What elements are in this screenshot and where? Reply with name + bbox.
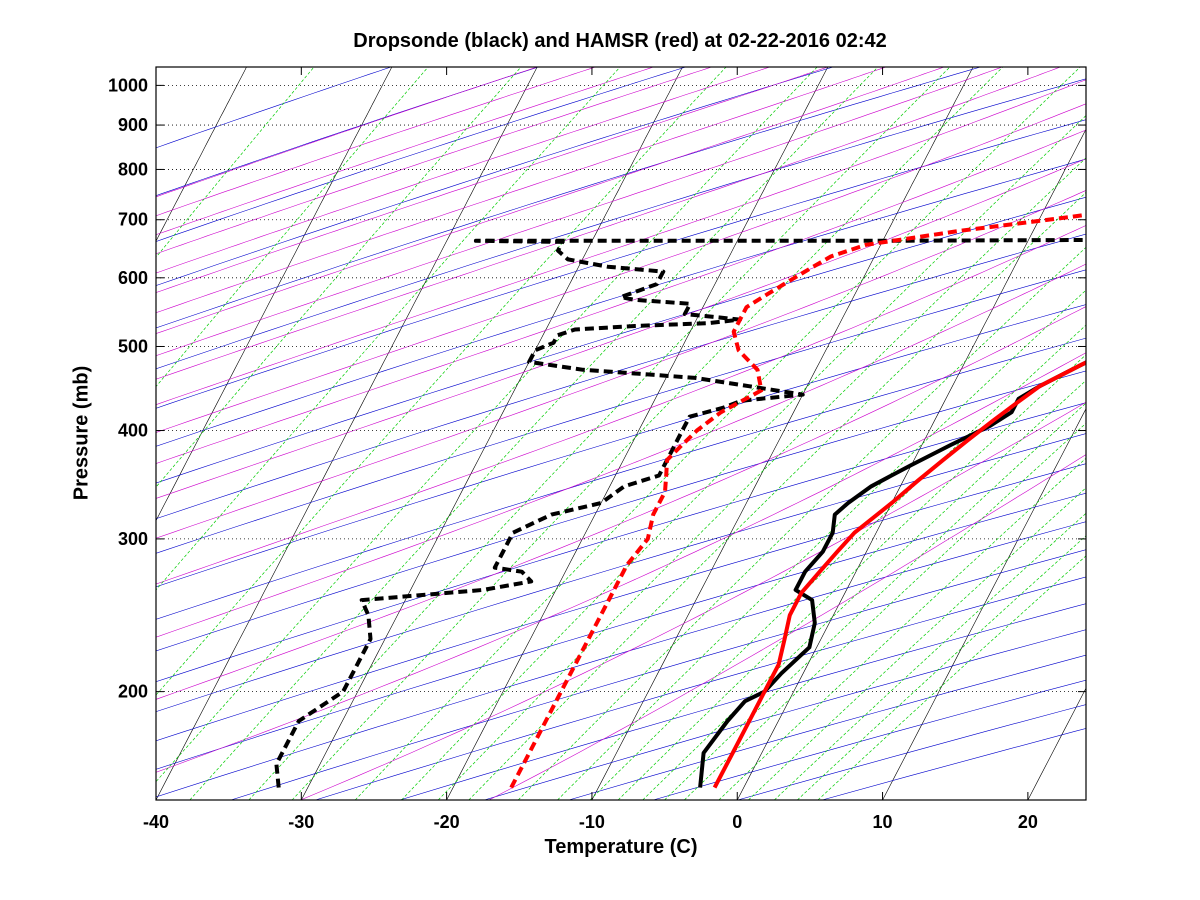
y-tick-label: 400	[118, 421, 148, 441]
y-tick-label: 900	[118, 115, 148, 135]
moist-adiabat-line	[156, 352, 1086, 773]
hamsr-dewpoint-line	[509, 212, 1086, 789]
dry-adiabat-line	[156, 433, 1086, 712]
mixing-ratio-line	[557, 289, 1086, 800]
x-tick-label: 20	[1018, 812, 1038, 832]
mixing-ratio-line	[156, 67, 727, 696]
x-tick-label: -30	[288, 812, 314, 832]
dropsonde-temperature-line	[698, 360, 1086, 788]
x-tick-label: -10	[579, 812, 605, 832]
hamsr-temperature-line	[712, 360, 1086, 789]
y-tick-label: 700	[118, 210, 148, 230]
moist-adiabat-line	[156, 158, 1086, 499]
mixing-ratio-line	[189, 67, 879, 800]
chart-title: Dropsonde (black) and HAMSR (red) at 02-…	[353, 30, 887, 52]
dry-adiabat-line	[156, 402, 1086, 683]
y-tick-label: 500	[118, 336, 148, 356]
moist-adiabat-line	[156, 67, 654, 236]
mixing-ratio-line	[156, 67, 522, 488]
x-tick-label: 0	[732, 812, 742, 832]
mixing-ratio-line	[642, 379, 1086, 800]
y-axis-label: Pressure (mb)	[70, 365, 93, 501]
moist-adiabat-line	[156, 67, 945, 334]
y-tick-label: 200	[118, 682, 148, 702]
moist-adiabat-line	[156, 79, 1086, 405]
mixing-ratio-line	[156, 67, 621, 591]
moist-adiabat-line	[156, 67, 886, 314]
moist-adiabat-line	[156, 67, 1061, 380]
y-tick-label: 300	[118, 529, 148, 549]
moist-adiabat-line	[156, 67, 770, 274]
moist-adiabat-line	[156, 67, 538, 198]
dry-adiabat-line	[156, 521, 1086, 798]
mixing-ratio-line	[248, 67, 951, 800]
x-tick-label: -40	[143, 812, 169, 832]
dry-adiabat-line	[156, 196, 1086, 484]
x-axis-label: Temperature (C)	[544, 836, 698, 858]
dry-adiabat-line	[156, 463, 1086, 742]
dropsonde-dewpoint-line	[274, 237, 1086, 788]
mixing-ratio-line	[718, 457, 1086, 800]
y-tick-label: 1000	[108, 75, 148, 95]
mixing-ratio-line	[774, 512, 1086, 800]
dry-adiabat-line	[156, 67, 686, 242]
isotherm-line	[156, 67, 538, 800]
moist-adiabat-line	[156, 190, 1086, 539]
moist-adiabat-line	[156, 225, 1086, 585]
mixing-ratio-line	[437, 157, 1086, 800]
isotherm-line	[882, 408, 1086, 800]
dry-adiabat-line	[156, 337, 1086, 620]
moist-adiabat-line	[156, 67, 712, 255]
x-tick-label: 10	[873, 812, 893, 832]
moist-adiabat-line	[156, 306, 1086, 700]
y-tick-label: 800	[118, 159, 148, 179]
x-tick-label: -20	[434, 812, 460, 832]
dry-adiabat-line	[156, 304, 1086, 588]
isotherm-line	[1173, 67, 1200, 800]
y-tick-label: 600	[118, 268, 148, 288]
dry-adiabat-line	[156, 119, 1086, 409]
dry-adiabat-line	[156, 67, 539, 196]
